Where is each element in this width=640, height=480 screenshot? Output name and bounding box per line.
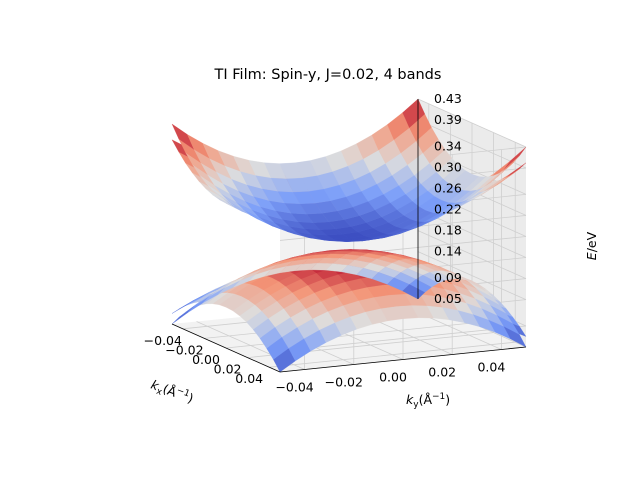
tick-labels: −0.04−0.020.000.020.04−0.04 −0.02 0.00 0.02…	[144, 91, 506, 395]
z-tick-label: 0.18	[434, 223, 462, 238]
z-tick-label: 0.22	[434, 202, 462, 217]
x-axis-line	[171, 323, 281, 373]
z-tick-label: 0.30	[434, 159, 462, 174]
axes-lines	[171, 99, 527, 373]
surface-patch	[171, 306, 195, 325]
y-tick-label: 0.04	[477, 360, 505, 375]
z-tick-label: 0.43	[434, 91, 462, 106]
x-tick-label: −0.04	[144, 333, 182, 348]
x-tick-label: 0.00	[192, 352, 220, 367]
z-tick-label: 0.34	[434, 138, 462, 153]
surface-patch	[402, 284, 426, 300]
z-tick-label: 0.26	[434, 181, 462, 196]
grid-line	[279, 325, 527, 352]
grid-line	[417, 119, 527, 169]
y-tick-label: −0.04	[275, 380, 313, 395]
axis-labels: kx(Å−1) ky(Å−1) E/eV	[148, 231, 599, 410]
z-tick-label: 0.39	[434, 112, 462, 127]
chart-title: TI Film: Spin-y, J=0.02, 4 bands	[214, 67, 442, 83]
y-axis-line	[279, 346, 527, 373]
z-tick-label: 0.14	[434, 244, 462, 259]
y-tick-label: 0.02	[428, 365, 456, 380]
z-tick-label: 0.05	[434, 291, 462, 306]
y-tick-label: 0.00	[379, 370, 407, 385]
surface-patch	[402, 98, 425, 128]
y-tick-label: −0.02	[325, 375, 363, 390]
x-tick-label: 0.02	[214, 362, 242, 377]
x-axis-label: kx(Å−1)	[148, 377, 196, 409]
y-axis-label: ky(Å−1)	[406, 392, 450, 410]
x-tick-label: −0.02	[165, 342, 203, 357]
grid-line	[417, 251, 527, 300]
band-surfaces	[171, 98, 527, 373]
z-tick-label: 0.09	[434, 270, 462, 285]
grid-line	[417, 230, 527, 279]
z-axis-label: E/eV	[584, 231, 599, 260]
grid-line	[417, 98, 527, 148]
x-tick-label: 0.04	[235, 371, 263, 386]
